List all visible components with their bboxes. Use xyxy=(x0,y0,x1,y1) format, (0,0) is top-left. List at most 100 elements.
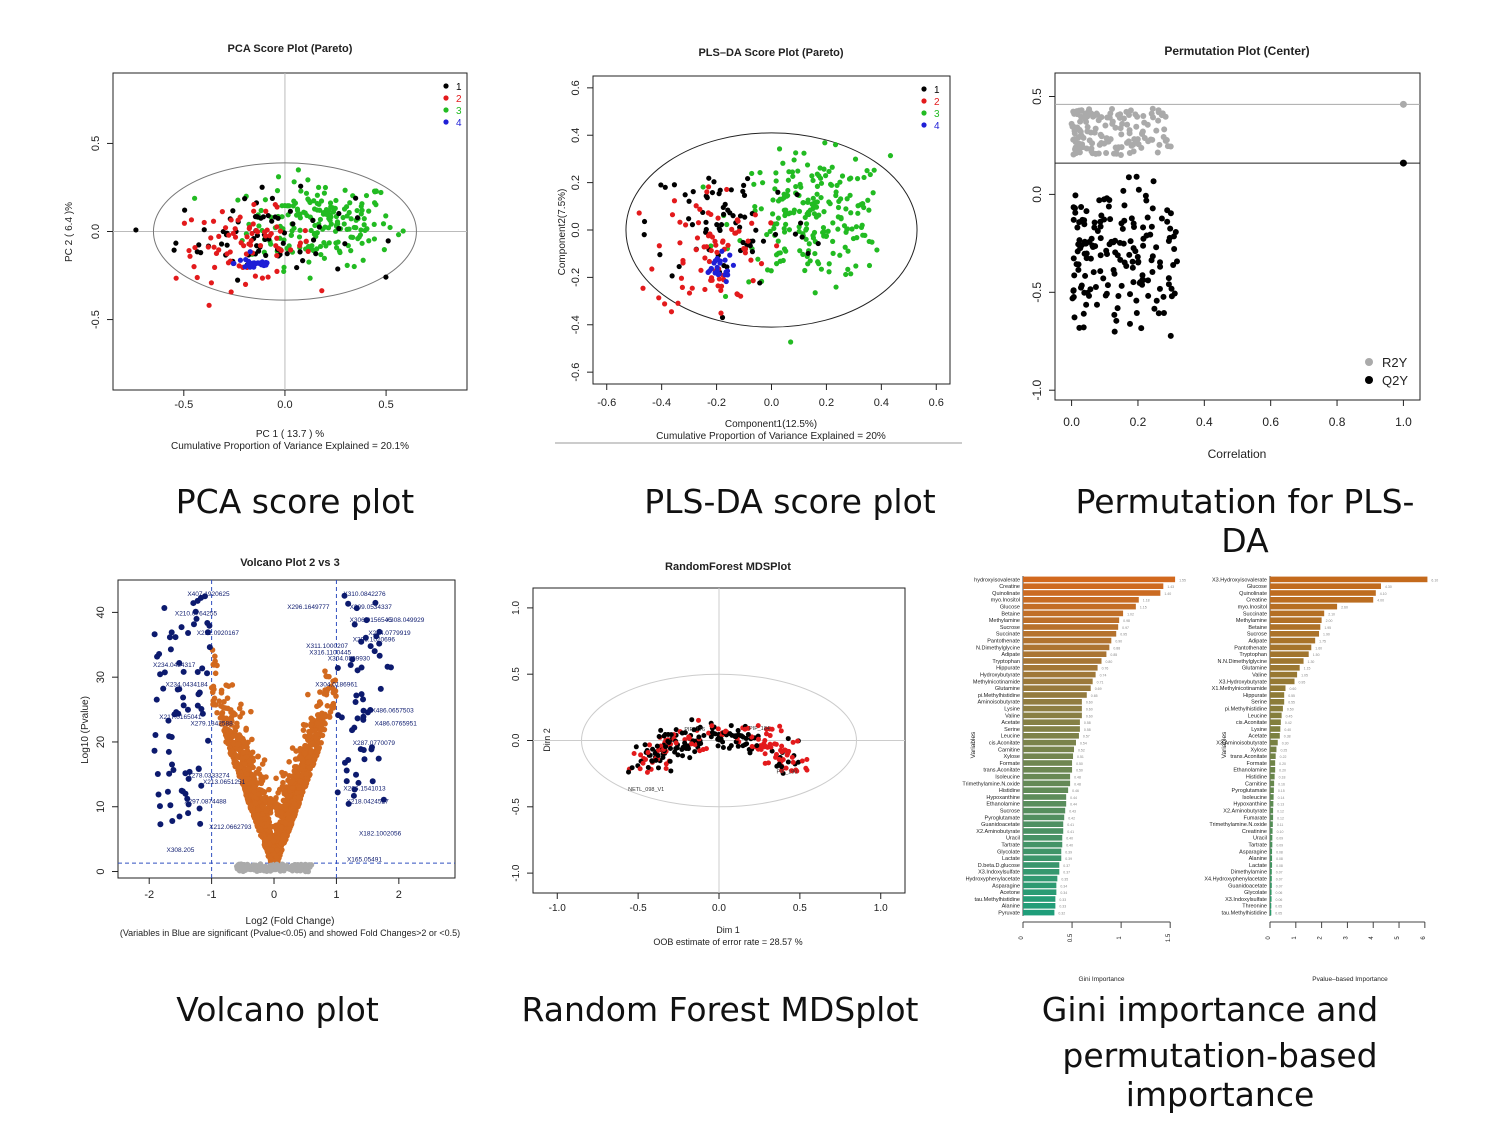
gini-bar-label: Succinate xyxy=(996,632,1020,638)
pval-bar-label: X3.Hydroxybutyrate xyxy=(1219,679,1267,685)
pca-ylabel: PC 2 ( 6.4 )% xyxy=(64,202,75,262)
perm-r2y-point xyxy=(1112,144,1119,151)
pca-legend-marker xyxy=(443,107,449,113)
plsda-point xyxy=(742,250,748,256)
gini-bar-value: 0.60 xyxy=(1086,701,1093,705)
volcano-point xyxy=(223,734,230,741)
pca-point xyxy=(235,277,241,283)
plsda-point xyxy=(722,201,728,207)
gini-bar-value: 0.90 xyxy=(1115,640,1122,644)
rf-point xyxy=(769,748,775,754)
plsda-point xyxy=(722,293,729,300)
volcano-sig-point xyxy=(206,644,213,651)
pval-bar xyxy=(1270,739,1278,746)
pval-bar-value: 0.12 xyxy=(1277,816,1284,820)
plsda-point xyxy=(874,247,880,253)
pval-bar xyxy=(1270,726,1281,732)
gini-bar xyxy=(1023,658,1102,664)
perm-r2y-point xyxy=(1092,125,1099,132)
volcano-point xyxy=(234,741,241,748)
plsda-point xyxy=(829,182,835,188)
perm-q2y-point xyxy=(1126,320,1133,327)
volcano-sig-point xyxy=(167,646,174,653)
plsda-point xyxy=(834,182,840,189)
volcano-sig-point xyxy=(185,630,192,637)
plsda-point xyxy=(714,255,720,262)
rf-point xyxy=(745,732,751,738)
pca-y-tick-label: 0.5 xyxy=(90,136,102,151)
volcano-sig-point xyxy=(345,756,352,763)
pval-bar xyxy=(1270,875,1272,882)
plsda-point xyxy=(833,189,839,195)
plsda-legend-marker xyxy=(921,110,927,116)
volcano-sig-point xyxy=(369,778,376,785)
perm-q2y-point xyxy=(1097,252,1104,259)
pca-point xyxy=(318,251,324,258)
pval-bar-value: 0.06 xyxy=(1276,891,1283,895)
pca-confidence-ellipse xyxy=(152,162,417,301)
gini-bar-label: tau.Methylhistidine xyxy=(974,897,1020,903)
gini-bar-label: hydroxyisovalerate xyxy=(974,577,1020,583)
rf-point xyxy=(695,717,701,723)
plsda-point xyxy=(709,277,715,283)
plsda-point xyxy=(799,234,805,240)
plsda-y-tick-label: 0.2 xyxy=(570,175,582,190)
volcano-point xyxy=(210,701,217,708)
volcano-point xyxy=(248,771,255,778)
pval-bar-value: 0.07 xyxy=(1276,878,1283,882)
volcano-point xyxy=(241,782,247,789)
plsda-point xyxy=(730,262,737,268)
plsda-point xyxy=(835,226,841,232)
pca-point xyxy=(192,195,198,201)
volcano-point xyxy=(312,728,318,734)
rf-point xyxy=(735,727,741,733)
plsda-point xyxy=(701,244,707,250)
plsda-point xyxy=(772,231,779,238)
perm-q2y-point xyxy=(1149,253,1156,260)
gini-bar xyxy=(1023,807,1066,814)
rf-point xyxy=(640,760,646,766)
pca-point xyxy=(288,232,294,238)
volcano-y-tick-label: 20 xyxy=(95,736,107,748)
pca-point xyxy=(265,274,271,280)
plsda-point xyxy=(783,221,789,227)
pca-point xyxy=(210,218,217,224)
perm-q2y-point xyxy=(1078,204,1085,211)
pca-point xyxy=(346,209,352,216)
gini-bar-label: Pantothenate xyxy=(987,639,1020,645)
volcano-sig-point xyxy=(156,803,163,810)
rf-point xyxy=(715,726,721,732)
plsda-point xyxy=(818,266,824,272)
volcano-point xyxy=(263,808,269,814)
gini-bar-value: 0.32 xyxy=(1058,912,1065,916)
pca-point xyxy=(228,217,234,223)
volcano-sig-point xyxy=(182,770,189,777)
gini-bar-value: 0.51 xyxy=(1077,755,1084,759)
pval-bar xyxy=(1270,631,1320,637)
pval-bar xyxy=(1270,746,1277,753)
plsda-point xyxy=(773,261,780,267)
plsda-point xyxy=(707,231,713,237)
volcano-sig-point xyxy=(185,810,192,817)
pval-bar xyxy=(1270,841,1273,848)
plsda-point xyxy=(680,260,686,266)
perm-x-tick-label: 0.2 xyxy=(1130,415,1147,429)
pca-point xyxy=(321,255,328,261)
plsda-point xyxy=(803,226,810,232)
pca-point xyxy=(293,212,300,218)
pca-point xyxy=(354,207,360,214)
plsda-point xyxy=(866,238,872,245)
pval-bar-label: Asparagine xyxy=(1239,849,1267,855)
volcano-sig-point xyxy=(167,802,174,809)
volcano-sig-point xyxy=(384,663,391,670)
plsda-point xyxy=(678,275,685,281)
gini-bar-value: 0.42 xyxy=(1068,816,1075,820)
volcano-point-label: X306.0156545 xyxy=(350,617,393,624)
perm-q2y-point xyxy=(1087,286,1094,293)
perm-q2y-point xyxy=(1070,287,1077,294)
perm-q2y-point xyxy=(1107,216,1114,223)
plsda-x-tick-label: 0.2 xyxy=(819,397,834,409)
plsda-point xyxy=(752,203,758,210)
pval-bar-value: 1.75 xyxy=(1319,640,1326,644)
perm-q2y-point xyxy=(1120,240,1127,247)
